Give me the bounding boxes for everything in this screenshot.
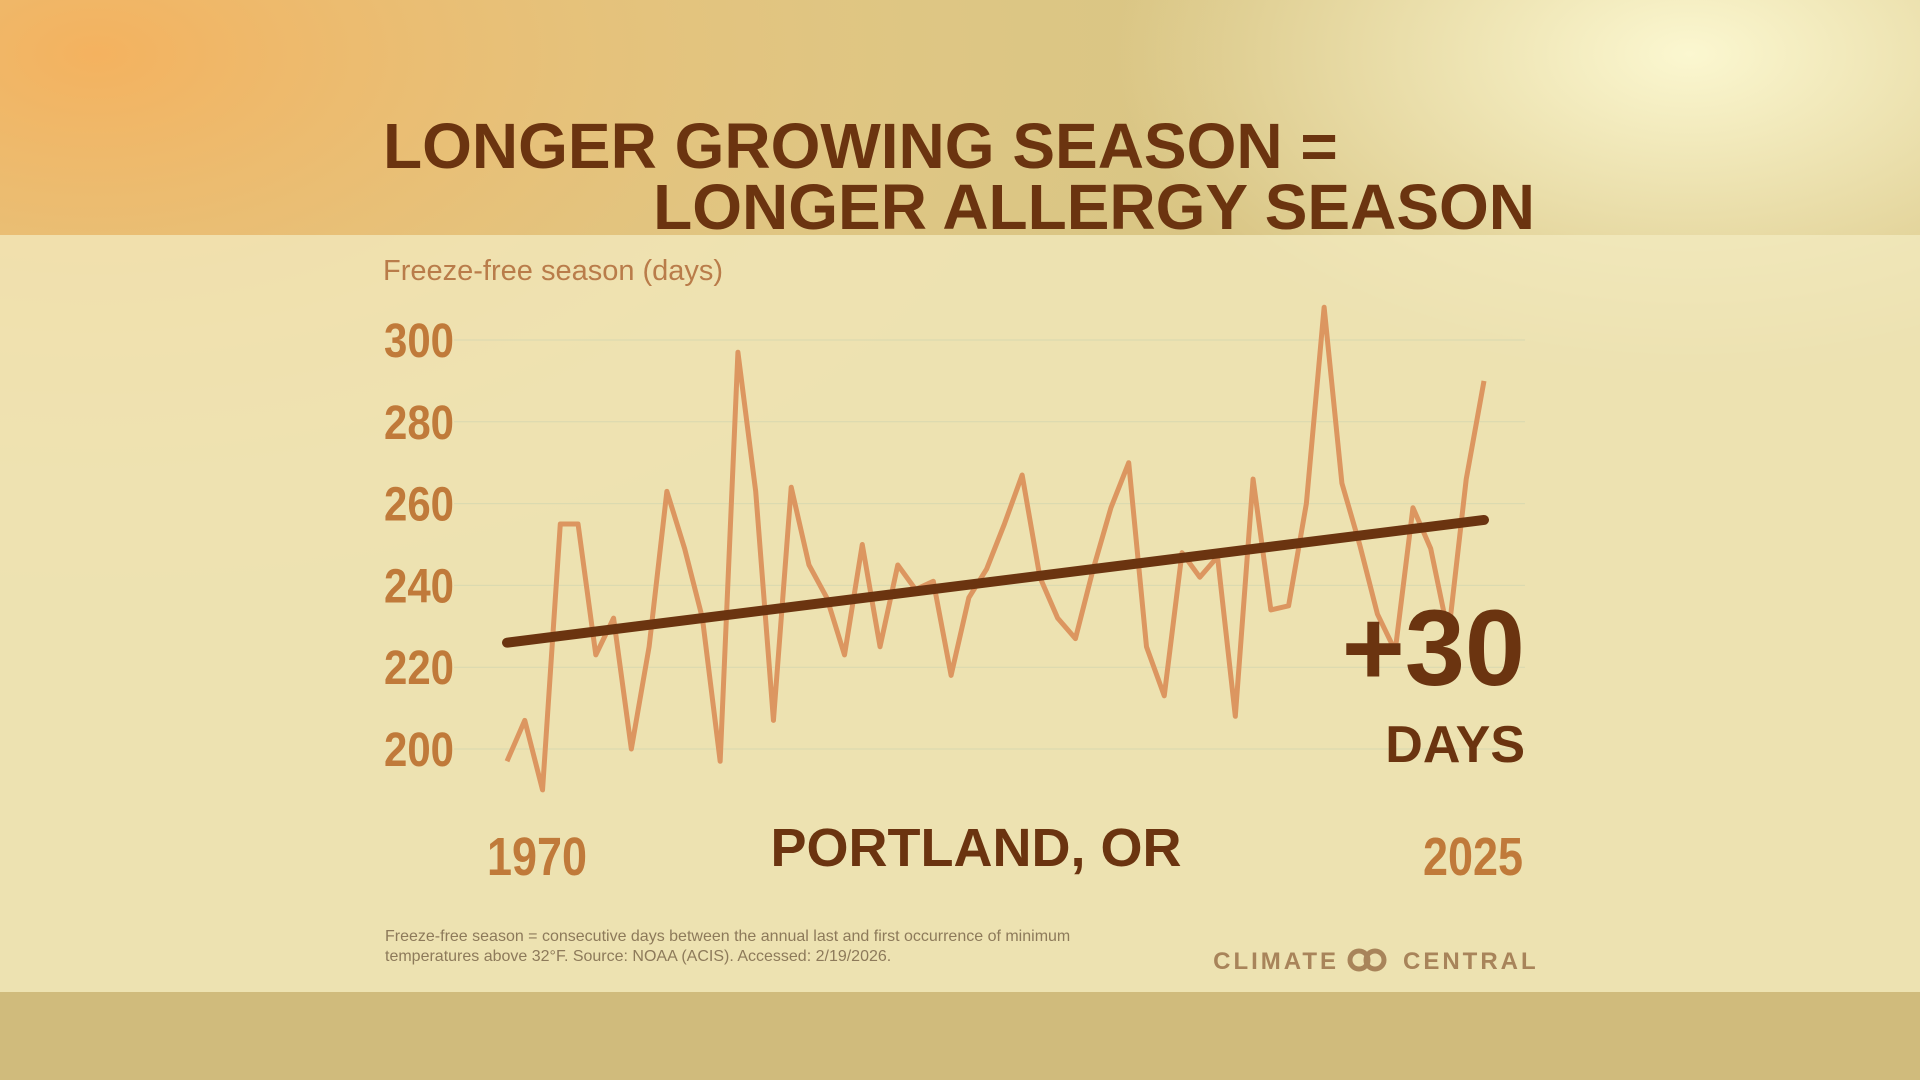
title-line: LONGER GROWING SEASON =	[383, 110, 1338, 182]
logo-ring	[1363, 948, 1387, 972]
title-line: LONGER ALLERGY SEASON	[653, 171, 1535, 243]
footnote: temperatures above 32°F. Source: NOAA (A…	[385, 948, 891, 965]
bottom-band	[0, 992, 1920, 1080]
location-label: PORTLAND, OR	[771, 818, 1182, 878]
unit-label: DAYS	[1385, 716, 1525, 774]
footnote: Freeze-free season = consecutive days be…	[385, 928, 1070, 945]
change-label: +30	[1342, 587, 1525, 708]
logo-text: CLIMATE	[1213, 948, 1339, 975]
x-tick-label: 2025	[1423, 827, 1523, 887]
y-tick-label: 220	[384, 642, 454, 695]
data-line	[504, 304, 1487, 793]
y-axis-label: Freeze-free season (days)	[383, 255, 723, 287]
trend-line	[502, 514, 1489, 648]
logo-text: CENTRAL	[1403, 948, 1539, 975]
y-tick-label: 240	[384, 560, 454, 613]
panel	[0, 235, 1920, 992]
y-tick-label: 300	[384, 315, 454, 368]
y-tick-label: 200	[384, 724, 454, 777]
y-tick-label: 260	[384, 479, 454, 532]
x-tick-label: 1970	[487, 827, 587, 887]
y-tick-label: 280	[384, 397, 454, 450]
